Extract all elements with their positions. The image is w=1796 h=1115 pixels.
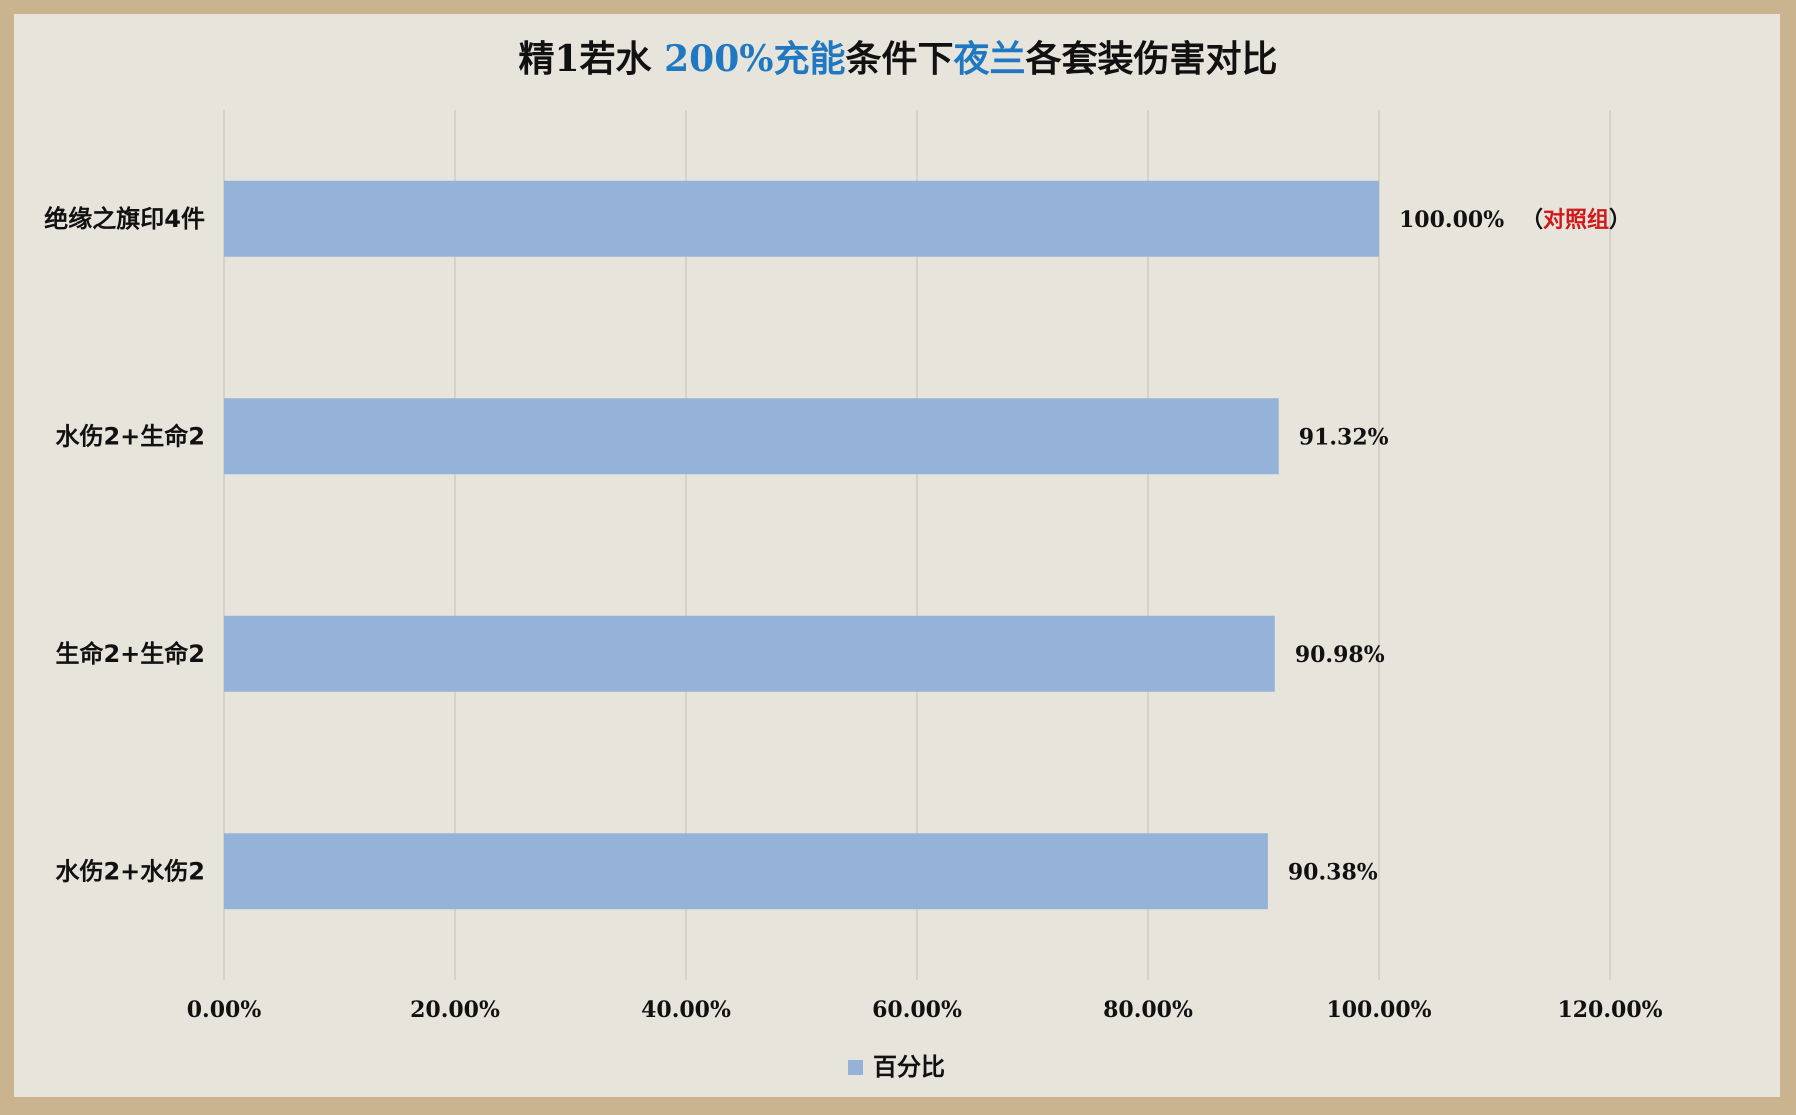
category-label-2: 生命2+生命2 <box>55 640 205 668</box>
chart-title-part-1: 200%充能 <box>664 38 846 80</box>
control-group-annotation: （对照组） <box>1521 207 1631 233</box>
chart-title-part-0: 精1若水 <box>518 38 665 80</box>
bar-2 <box>224 615 1275 692</box>
legend-swatch <box>848 1060 863 1075</box>
data-label-1: 91.32% <box>1299 424 1389 450</box>
x-tick-label-1: 20.00% <box>410 997 500 1023</box>
chart-title-part-4: 各套装伤害对比 <box>1025 38 1278 80</box>
category-label-1: 水伤2+生命2 <box>55 422 205 450</box>
data-label-0: 100.00% <box>1399 207 1504 233</box>
annotation-text: 对照组 <box>1543 207 1609 233</box>
annotation-open-paren: （ <box>1521 208 1543 233</box>
x-tick-label-6: 120.00% <box>1557 997 1662 1023</box>
x-tick-label-2: 40.00% <box>641 997 731 1023</box>
x-tick-label-3: 60.00% <box>872 997 962 1023</box>
data-label-3: 90.38% <box>1288 859 1378 885</box>
annotation-close-paren: ） <box>1609 208 1631 233</box>
bar-1 <box>224 398 1279 475</box>
category-label-3: 水伤2+水伤2 <box>55 857 205 885</box>
chart-title: 精1若水 200%充能条件下夜兰各套装伤害对比 <box>0 30 1796 82</box>
x-tick-label-0: 0.00% <box>187 997 262 1023</box>
x-tick-label-5: 100.00% <box>1326 997 1431 1023</box>
category-label-0: 绝缘之旗印4件 <box>44 205 205 233</box>
bar-3 <box>224 833 1268 910</box>
chart-title-part-2: 条件下 <box>845 38 954 80</box>
data-label-2: 90.98% <box>1295 642 1385 668</box>
chart-title-part-3: 夜兰 <box>953 38 1026 80</box>
legend-label: 百分比 <box>873 1053 945 1081</box>
bar-0 <box>224 180 1379 257</box>
x-tick-label-4: 80.00% <box>1103 997 1193 1023</box>
